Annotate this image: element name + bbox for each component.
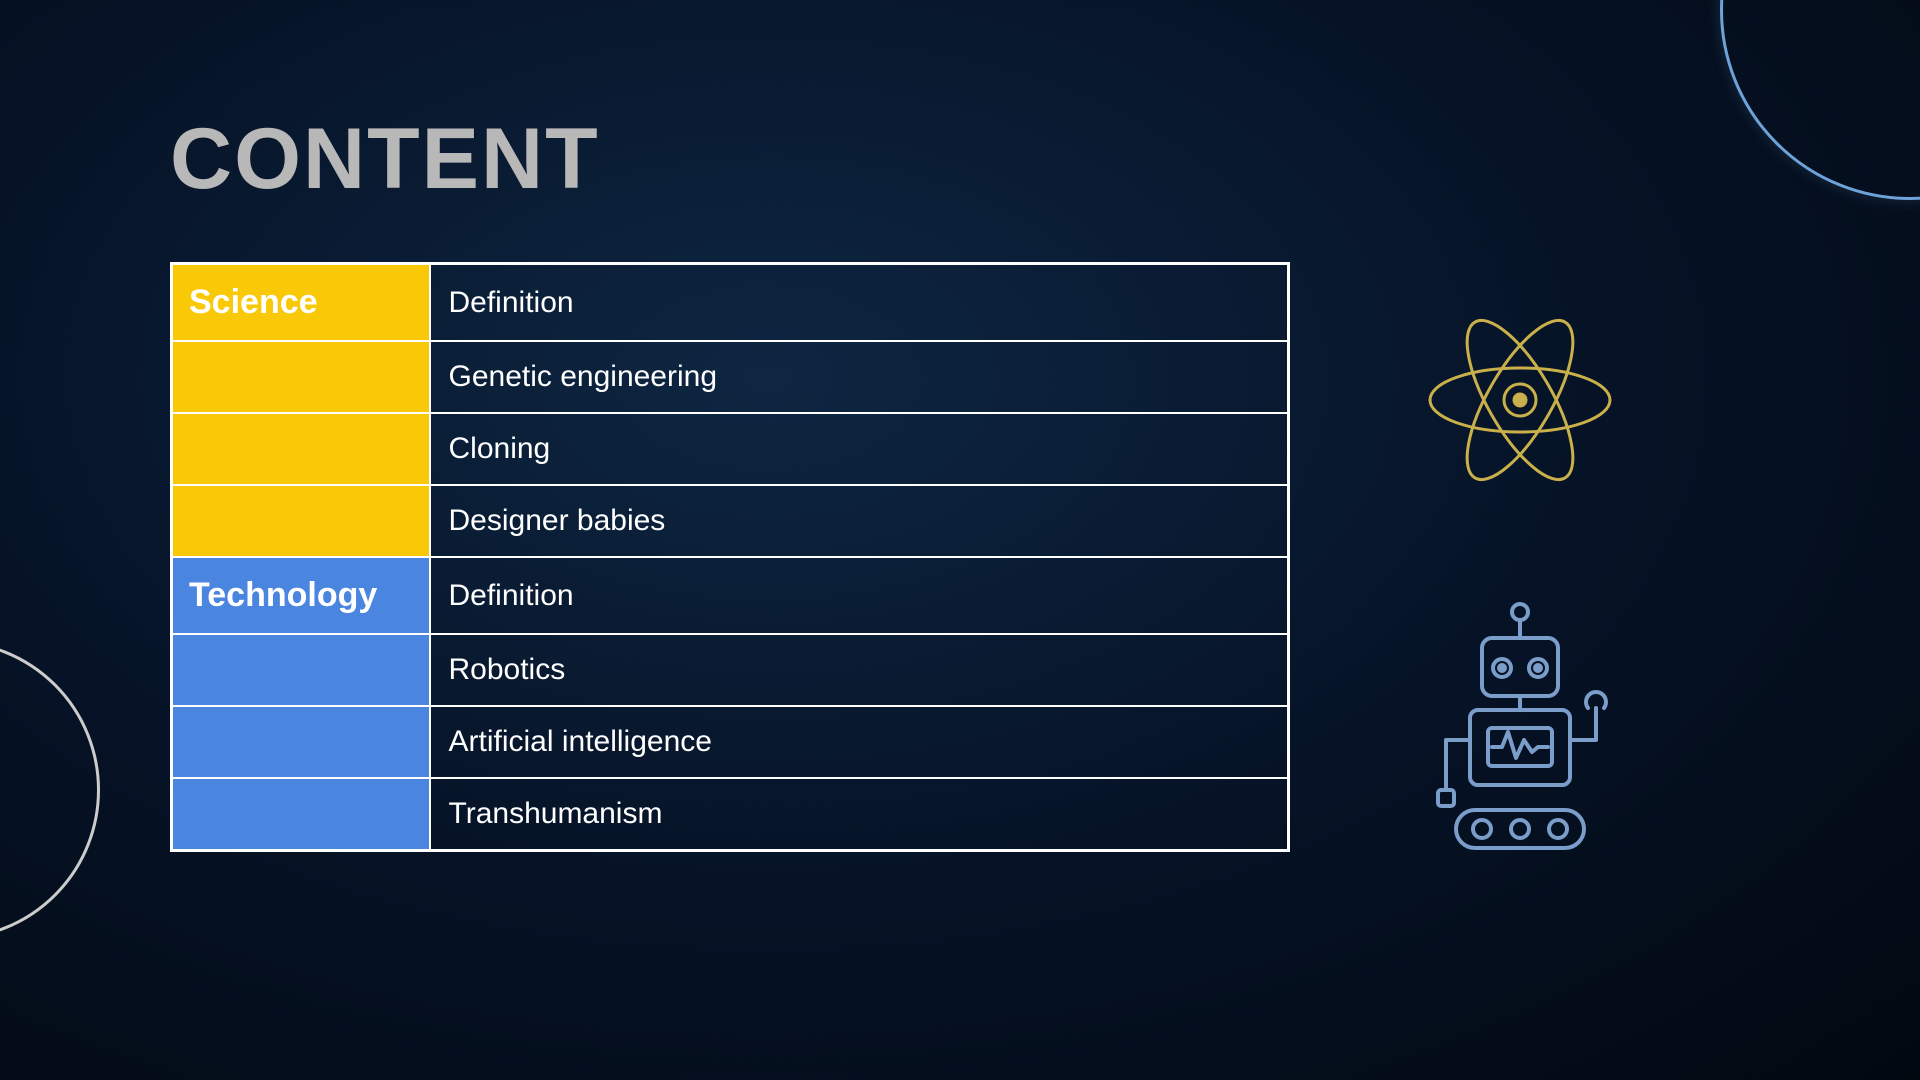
table-row: Cloning <box>172 413 1289 485</box>
item-cell: Definition <box>430 264 1289 342</box>
table-row: Genetic engineering <box>172 341 1289 413</box>
item-cell: Cloning <box>430 413 1289 485</box>
category-science-cell <box>172 413 430 485</box>
item-cell: Robotics <box>430 634 1289 706</box>
page-title: CONTENT <box>170 110 600 209</box>
table-row: Technology Definition <box>172 557 1289 634</box>
content-table: Science Definition Genetic engineering C… <box>170 262 1290 852</box>
atom-icon <box>1420 300 1630 510</box>
item-cell: Designer babies <box>430 485 1289 557</box>
category-technology-cell <box>172 778 430 851</box>
item-cell: Transhumanism <box>430 778 1289 851</box>
category-science-cell: Science <box>172 264 430 342</box>
category-technology-cell <box>172 706 430 778</box>
table-row: Robotics <box>172 634 1289 706</box>
item-cell: Genetic engineering <box>430 341 1289 413</box>
category-science-cell <box>172 485 430 557</box>
robot-icon <box>1420 600 1620 850</box>
table-row: Artificial intelligence <box>172 706 1289 778</box>
decor-arc-top-right <box>1720 0 1920 200</box>
decor-arc-left <box>0 640 100 940</box>
item-cell: Artificial intelligence <box>430 706 1289 778</box>
category-technology-cell: Technology <box>172 557 430 634</box>
table-row: Science Definition <box>172 264 1289 342</box>
category-science-cell <box>172 341 430 413</box>
item-cell: Definition <box>430 557 1289 634</box>
table-row: Transhumanism <box>172 778 1289 851</box>
table-row: Designer babies <box>172 485 1289 557</box>
category-technology-cell <box>172 634 430 706</box>
